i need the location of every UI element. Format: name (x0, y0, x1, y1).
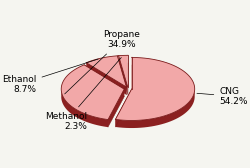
Text: CNG
54.2%: CNG 54.2% (197, 87, 248, 106)
Text: Methanol
2.3%: Methanol 2.3% (45, 57, 121, 131)
Text: Ethanol
8.7%: Ethanol 8.7% (2, 59, 98, 94)
Polygon shape (118, 55, 128, 87)
Polygon shape (116, 89, 132, 127)
Polygon shape (84, 65, 124, 97)
Polygon shape (118, 56, 128, 94)
Text: Propane
34.9%: Propane 34.9% (65, 30, 140, 94)
Polygon shape (116, 89, 195, 128)
Polygon shape (108, 89, 124, 127)
Polygon shape (117, 56, 127, 95)
Polygon shape (61, 65, 124, 120)
Polygon shape (86, 56, 126, 87)
Polygon shape (116, 57, 195, 120)
Polygon shape (61, 88, 108, 127)
Polygon shape (86, 63, 126, 95)
